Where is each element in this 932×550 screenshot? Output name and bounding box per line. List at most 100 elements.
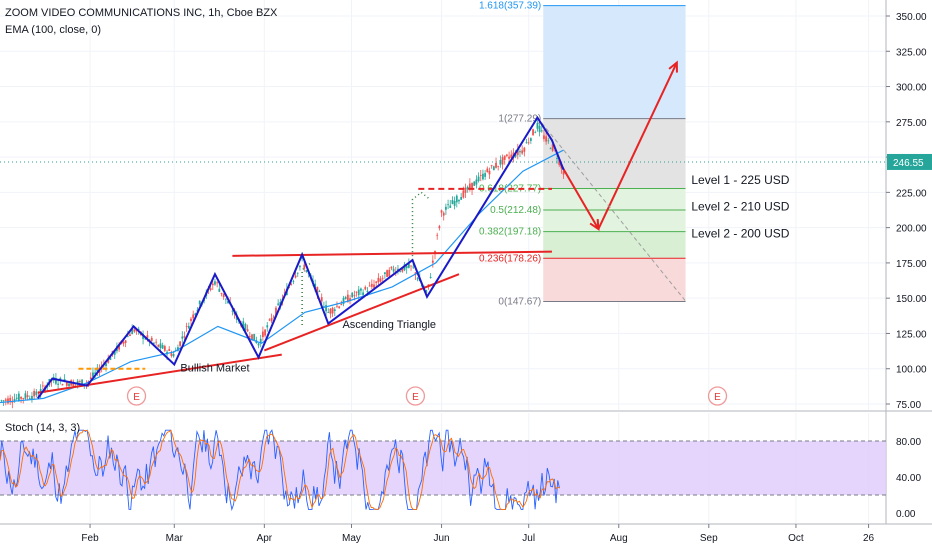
- candle-body: [209, 288, 212, 291]
- candle-body: [486, 168, 489, 173]
- candle-body: [253, 333, 256, 340]
- candle-body: [392, 268, 395, 272]
- candle-body: [76, 380, 79, 384]
- candle-body: [370, 283, 373, 287]
- candle-body: [290, 283, 293, 285]
- fib-level-label: 0(147.67): [498, 296, 541, 307]
- y-tick-label: 200.00: [896, 224, 927, 235]
- bullish-market-line: [37, 353, 282, 394]
- annotation-label: Ascending Triangle: [342, 319, 436, 331]
- candle-body: [94, 372, 97, 375]
- candle-body: [231, 310, 234, 312]
- candle-body: [33, 390, 36, 397]
- candle-body: [172, 354, 175, 357]
- x-tick-label: Mar: [166, 533, 184, 544]
- candle-body: [124, 340, 127, 343]
- fib-zone-extension: [543, 5, 686, 119]
- candle-body: [7, 398, 9, 404]
- candle-body: [364, 287, 367, 290]
- candle-body: [11, 401, 14, 403]
- candle-body: [268, 319, 271, 321]
- candle-body: [501, 157, 504, 165]
- candle-body: [126, 335, 129, 337]
- candle-body: [353, 295, 356, 297]
- candle-body: [133, 329, 136, 332]
- candle-body: [118, 344, 121, 350]
- y-tick-label: 325.00: [896, 47, 927, 58]
- candle-body: [89, 377, 92, 379]
- candle-body: [545, 136, 548, 142]
- candle-body: [477, 176, 480, 182]
- annotation-label: Level 2 - 210 USD: [691, 200, 789, 214]
- candle-body: [556, 158, 558, 159]
- fib-level-label: 0.5(212.48): [490, 205, 541, 216]
- x-tick-label: Feb: [81, 533, 99, 544]
- candle-body: [107, 358, 110, 363]
- y-tick-label: 225.00: [896, 188, 927, 199]
- candle-body: [349, 298, 351, 301]
- candle-body: [464, 187, 467, 193]
- fib-level-label: 0.382(197.18): [479, 227, 541, 238]
- annotation-label: Bullish Market: [180, 363, 249, 375]
- candle-body: [534, 132, 537, 134]
- candle-body: [87, 381, 90, 382]
- candle-body: [466, 186, 469, 190]
- candle-body: [451, 199, 454, 204]
- candle-body: [81, 379, 83, 387]
- candle-body: [399, 271, 402, 272]
- candle-body: [59, 377, 62, 380]
- ema-legend: EMA (100, close, 0): [5, 24, 101, 36]
- earnings-marker-label: E: [412, 392, 419, 403]
- candle-body: [316, 287, 319, 296]
- candle-body: [525, 142, 528, 144]
- candle-body: [129, 334, 131, 336]
- projection-down: [559, 163, 600, 230]
- candle-body: [72, 381, 75, 387]
- candle-body: [65, 382, 68, 386]
- y-tick-label: 100.00: [896, 365, 927, 376]
- candle-body: [181, 336, 184, 339]
- candle-body: [85, 383, 88, 385]
- arrow-head: [668, 60, 678, 73]
- arrow-head: [589, 218, 600, 232]
- candle-body: [55, 378, 57, 384]
- candle-body: [244, 324, 247, 331]
- candle-body: [222, 293, 225, 298]
- candle-body: [449, 205, 452, 208]
- candle-body: [458, 200, 460, 202]
- candle-body: [270, 318, 273, 322]
- y-tick-label: 75.00: [896, 400, 921, 411]
- candle-body: [540, 130, 543, 132]
- x-tick-label: Oct: [788, 533, 804, 544]
- candle-body: [242, 321, 245, 330]
- candle-body: [407, 263, 410, 268]
- candle-body: [425, 290, 428, 293]
- candle-body: [272, 316, 275, 318]
- candle-body: [214, 281, 216, 285]
- candle-body: [251, 334, 253, 340]
- candle-body: [543, 135, 545, 139]
- stoch-legend: Stoch (14, 3, 3): [5, 422, 81, 434]
- candle-body: [379, 278, 382, 282]
- candle-body: [377, 277, 380, 283]
- y-tick-label: 150.00: [896, 294, 927, 305]
- candle-body: [17, 393, 20, 401]
- candle-body: [168, 349, 171, 351]
- candle-body: [144, 338, 147, 340]
- candle-body: [429, 276, 432, 278]
- candle-body: [227, 300, 229, 304]
- candle-body: [344, 297, 347, 299]
- candle-body: [562, 171, 565, 175]
- candle-body: [490, 165, 493, 167]
- candle-body: [497, 165, 500, 167]
- candle-body: [442, 212, 445, 216]
- candle-body: [13, 399, 16, 402]
- candle-body: [373, 284, 375, 288]
- candle-body: [137, 328, 140, 330]
- x-tick-label: Sep: [700, 533, 718, 544]
- fib-level-label: 1(277.29): [498, 114, 541, 125]
- candle-body: [301, 257, 304, 259]
- candle-body: [246, 329, 249, 332]
- fib-zone-upper: [543, 118, 686, 189]
- candle-body: [68, 383, 70, 387]
